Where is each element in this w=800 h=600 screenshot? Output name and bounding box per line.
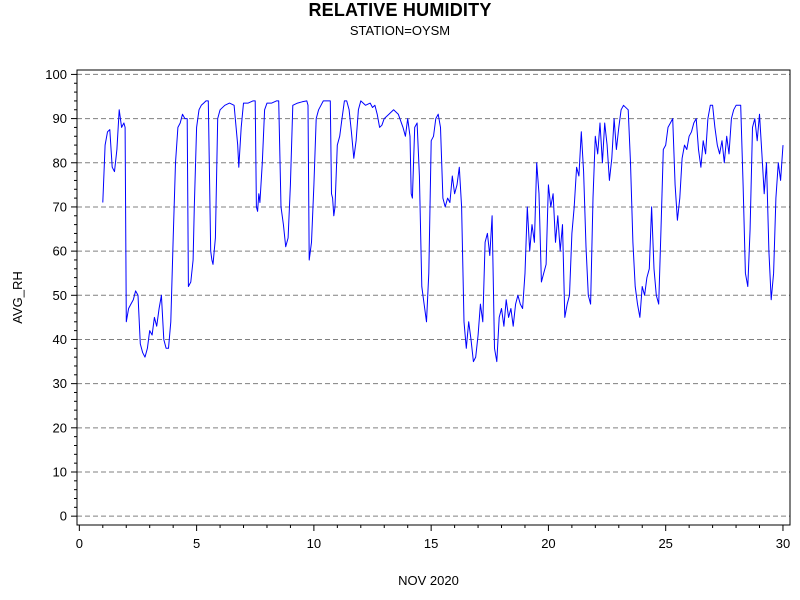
tick-labels: 0 10 20 30 40 50 60 70 80 90 100 0 5 10 15 20 25 30 (45, 67, 790, 551)
axis-ticks (71, 73, 784, 531)
y-tick-label: 0 (60, 509, 67, 524)
y-axis-title: AVG_RH (10, 271, 25, 324)
x-axis-title: NOV 2020 (398, 573, 459, 588)
y-tick-label: 10 (53, 464, 67, 479)
chart-subtitle: STATION=OYSM (349, 23, 451, 38)
series-layer (102, 100, 784, 363)
x-tick-label: 0 (76, 536, 83, 551)
y-tick-label: 50 (53, 288, 67, 303)
x-tick-label: 10 (307, 536, 321, 551)
y-tick-label: 90 (53, 111, 67, 126)
y-tick-label: 60 (53, 244, 67, 259)
x-tick-label: 25 (658, 536, 672, 551)
y-tick-label: 80 (53, 155, 67, 170)
y-tick-label: 30 (53, 376, 67, 391)
y-tick-label: 40 (53, 332, 67, 347)
series-line-0 (102, 100, 784, 363)
plot-frame (76, 69, 791, 526)
y-tick-label: 100 (45, 67, 67, 82)
x-tick-label: 20 (541, 536, 555, 551)
x-tick-label: 15 (424, 536, 438, 551)
x-tick-label: 30 (776, 536, 790, 551)
chart-title: RELATIVE HUMIDITY (308, 0, 492, 20)
grid-lines (77, 73, 790, 517)
y-tick-label: 70 (53, 199, 67, 214)
x-tick-label: 5 (193, 536, 200, 551)
y-tick-label: 20 (53, 420, 67, 435)
